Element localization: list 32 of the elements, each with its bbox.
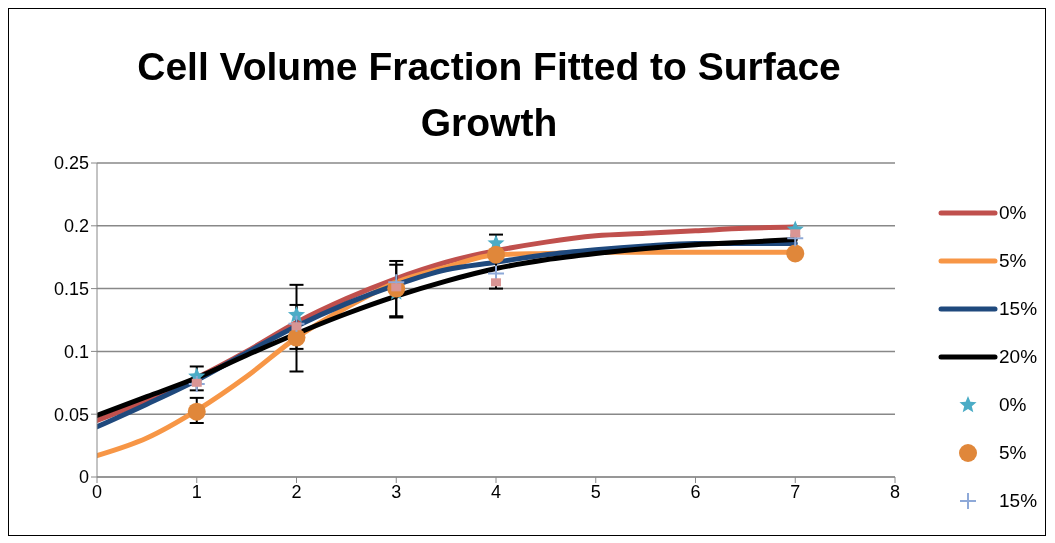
point <box>491 278 501 287</box>
legend-label: 0% <box>999 202 1027 224</box>
y-tick-label: 0.2 <box>63 216 89 237</box>
x-tick-label: 1 <box>191 481 202 502</box>
y-tick-label: 0.25 <box>53 153 89 174</box>
x-tick-label: 7 <box>790 481 801 502</box>
x-tick-label: 6 <box>690 481 701 502</box>
x-tick-label: 0 <box>91 481 103 502</box>
y-tick-label: 0 <box>78 467 89 488</box>
chart-title: Cell Volume Fraction Fitted to Surface Growth <box>136 44 842 146</box>
legend-label: 5% <box>999 250 1027 272</box>
y-tick-label: 0.05 <box>53 404 89 425</box>
point <box>191 378 202 387</box>
point <box>487 245 505 264</box>
point <box>287 328 306 347</box>
legend-label: 5% <box>999 442 1027 464</box>
legend-label: 15% <box>999 490 1038 512</box>
legend-label: 15% <box>999 298 1038 320</box>
x-tick-label: 5 <box>590 481 601 502</box>
x-tick-label: 3 <box>391 481 402 502</box>
x-tick-label: 2 <box>291 481 302 502</box>
point <box>291 322 302 331</box>
legend-label: 0% <box>999 394 1027 416</box>
point <box>786 244 805 263</box>
point <box>187 402 206 421</box>
point <box>287 314 306 333</box>
point <box>187 375 206 394</box>
legend-label: 20% <box>999 346 1038 368</box>
y-tick-label: 0.1 <box>63 341 89 362</box>
x-tick-label: 8 <box>889 481 901 502</box>
x-tick-label: 4 <box>490 481 502 502</box>
y-tick-label: 0.15 <box>53 278 89 299</box>
